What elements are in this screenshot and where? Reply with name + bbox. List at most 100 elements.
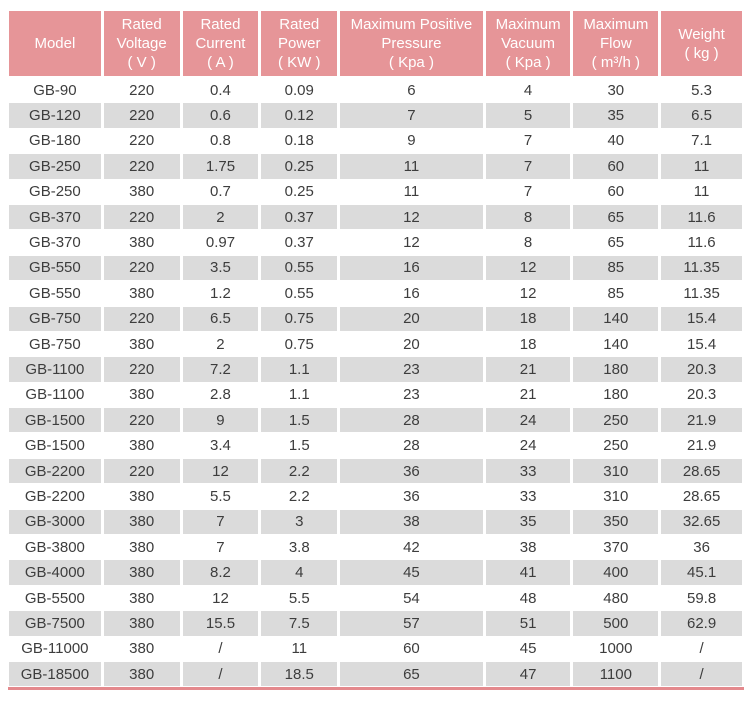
cell-max-flow: 250 (573, 433, 662, 459)
cell-max-vacuum: 41 (485, 560, 574, 586)
cell-rated-voltage: 220 (103, 154, 183, 180)
col-header-line: ( Kpa ) (388, 54, 434, 71)
cell-rated-power: 0.55 (261, 255, 341, 282)
cell-rated-current: 0.6 (182, 103, 262, 129)
cell-max-vacuum: 51 (485, 611, 574, 637)
cell-weight: 28.65 (661, 458, 742, 485)
cell-rated-current: 7 (182, 535, 262, 561)
cell-max-vacuum: 21 (485, 357, 574, 383)
cell-model: GB-550 (9, 281, 104, 307)
cell-weight: 45.1 (661, 560, 742, 586)
cell-rated-power: 0.37 (261, 230, 341, 256)
spec-table-container: Model Rated Voltage( V ) Rated Current( A ) R… (9, 11, 742, 688)
table-row: GB-1500 380 3.4 1.5 28 24 250 21.9 (9, 433, 742, 459)
col-header-line: ( V ) (127, 54, 156, 71)
cell-rated-current: 12 (182, 585, 262, 612)
cell-max-positive-pressure: 45 (340, 560, 486, 586)
table-row: GB-1500 220 9 1.5 28 24 250 21.9 (9, 408, 742, 434)
cell-max-flow: 180 (573, 357, 662, 383)
cell-model: GB-750 (9, 331, 104, 358)
cell-max-vacuum: 18 (485, 331, 574, 358)
cell-model: GB-1500 (9, 408, 104, 434)
table-row: GB-750 380 2 0.75 20 18 140 15.4 (9, 331, 742, 358)
cell-weight: 21.9 (661, 433, 742, 459)
table-row: GB-550 380 1.2 0.55 16 12 85 11.35 (9, 281, 742, 307)
cell-max-vacuum: 8 (485, 204, 574, 231)
cell-max-positive-pressure: 60 (340, 636, 486, 662)
cell-max-flow: 65 (573, 204, 662, 231)
cell-rated-voltage: 220 (103, 458, 183, 485)
cell-model: GB-1500 (9, 433, 104, 459)
cell-max-vacuum: 24 (485, 433, 574, 459)
cell-max-vacuum: 33 (485, 484, 574, 510)
spec-table-body: GB-90 220 0.4 0.09 6 4 30 5.3 GB-120 220 0.6 0.12 7 5… (9, 78, 742, 688)
cell-max-vacuum: 33 (485, 458, 574, 485)
cell-max-positive-pressure: 36 (340, 458, 486, 485)
cell-model: GB-11000 (9, 636, 104, 662)
cell-max-vacuum: 7 (485, 154, 574, 180)
cell-rated-current: 3.4 (182, 433, 262, 459)
cell-rated-current: 1.75 (182, 154, 262, 180)
cell-rated-current: 3.5 (182, 255, 262, 282)
cell-model: GB-3800 (9, 535, 104, 561)
cell-weight: 11.6 (661, 204, 742, 231)
cell-rated-power: 0.55 (261, 281, 341, 307)
cell-model: GB-2200 (9, 458, 104, 485)
cell-model: GB-1100 (9, 357, 104, 383)
cell-max-vacuum: 18 (485, 306, 574, 332)
cell-rated-voltage: 220 (103, 103, 183, 129)
table-row: GB-4000 380 8.2 4 45 41 400 45.1 (9, 560, 742, 586)
cell-rated-power: 1.5 (261, 433, 341, 459)
cell-rated-current: 12 (182, 458, 262, 485)
col-header-max-vacuum: Maximum Vacuum ( Kpa ) (485, 11, 574, 78)
cell-rated-voltage: 380 (103, 433, 183, 459)
col-header-line: Flow (599, 35, 632, 52)
cell-max-positive-pressure: 7 (340, 103, 486, 129)
cell-weight: 20.3 (661, 382, 742, 409)
cell-rated-power: 3.8 (261, 535, 341, 561)
cell-max-positive-pressure: 23 (340, 382, 486, 409)
cell-weight: 11 (661, 154, 742, 180)
cell-max-positive-pressure: 12 (340, 230, 486, 256)
cell-rated-current: 1.2 (182, 281, 262, 307)
table-row: GB-1100 380 2.8 1.1 23 21 180 20.3 (9, 382, 742, 409)
cell-weight: 59.8 (661, 585, 742, 612)
cell-rated-current: 6.5 (182, 306, 262, 332)
cell-model: GB-250 (9, 154, 104, 180)
col-header-rated-voltage: Rated Voltage ( V ) (103, 11, 183, 78)
cell-max-positive-pressure: 11 (340, 179, 486, 205)
cell-rated-power: 7.5 (261, 611, 341, 637)
cell-rated-power: 0.09 (261, 78, 341, 104)
cell-max-flow: 350 (573, 509, 662, 536)
cell-rated-voltage: 220 (103, 78, 183, 104)
cell-max-vacuum: 12 (485, 255, 574, 282)
cell-rated-voltage: 380 (103, 661, 183, 688)
table-row: GB-250 220 1.75 0.25 11 7 60 11 (9, 154, 742, 180)
cell-rated-power: 1.5 (261, 408, 341, 434)
table-row: GB-120 220 0.6 0.12 7 5 35 6.5 (9, 103, 742, 129)
cell-model: GB-120 (9, 103, 104, 129)
cell-rated-power: 0.18 (261, 128, 341, 155)
cell-max-flow: 500 (573, 611, 662, 637)
table-row: GB-1100 220 7.2 1.1 23 21 180 20.3 (9, 357, 742, 383)
cell-weight: 11.35 (661, 255, 742, 282)
cell-rated-voltage: 380 (103, 484, 183, 510)
spec-table: Model Rated Voltage( V ) Rated Current( A ) R… (9, 11, 742, 688)
cell-rated-current: 2 (182, 331, 262, 358)
cell-rated-voltage: 380 (103, 611, 183, 637)
col-header-line: ( KW ) (278, 54, 321, 71)
cell-rated-voltage: 220 (103, 408, 183, 434)
cell-max-positive-pressure: 28 (340, 408, 486, 434)
cell-rated-power: 5.5 (261, 585, 341, 612)
cell-max-positive-pressure: 42 (340, 535, 486, 561)
cell-max-positive-pressure: 65 (340, 661, 486, 688)
cell-rated-power: 2.2 (261, 484, 341, 510)
cell-max-vacuum: 21 (485, 382, 574, 409)
table-row: GB-3000 380 7 3 38 35 350 32.65 (9, 509, 742, 536)
cell-max-positive-pressure: 28 (340, 433, 486, 459)
cell-max-positive-pressure: 57 (340, 611, 486, 637)
col-header-line: ( m³/h ) (591, 54, 640, 71)
cell-max-flow: 140 (573, 331, 662, 358)
table-row: GB-180 220 0.8 0.18 9 7 40 7.1 (9, 128, 742, 155)
table-row: GB-250 380 0.7 0.25 11 7 60 11 (9, 179, 742, 205)
